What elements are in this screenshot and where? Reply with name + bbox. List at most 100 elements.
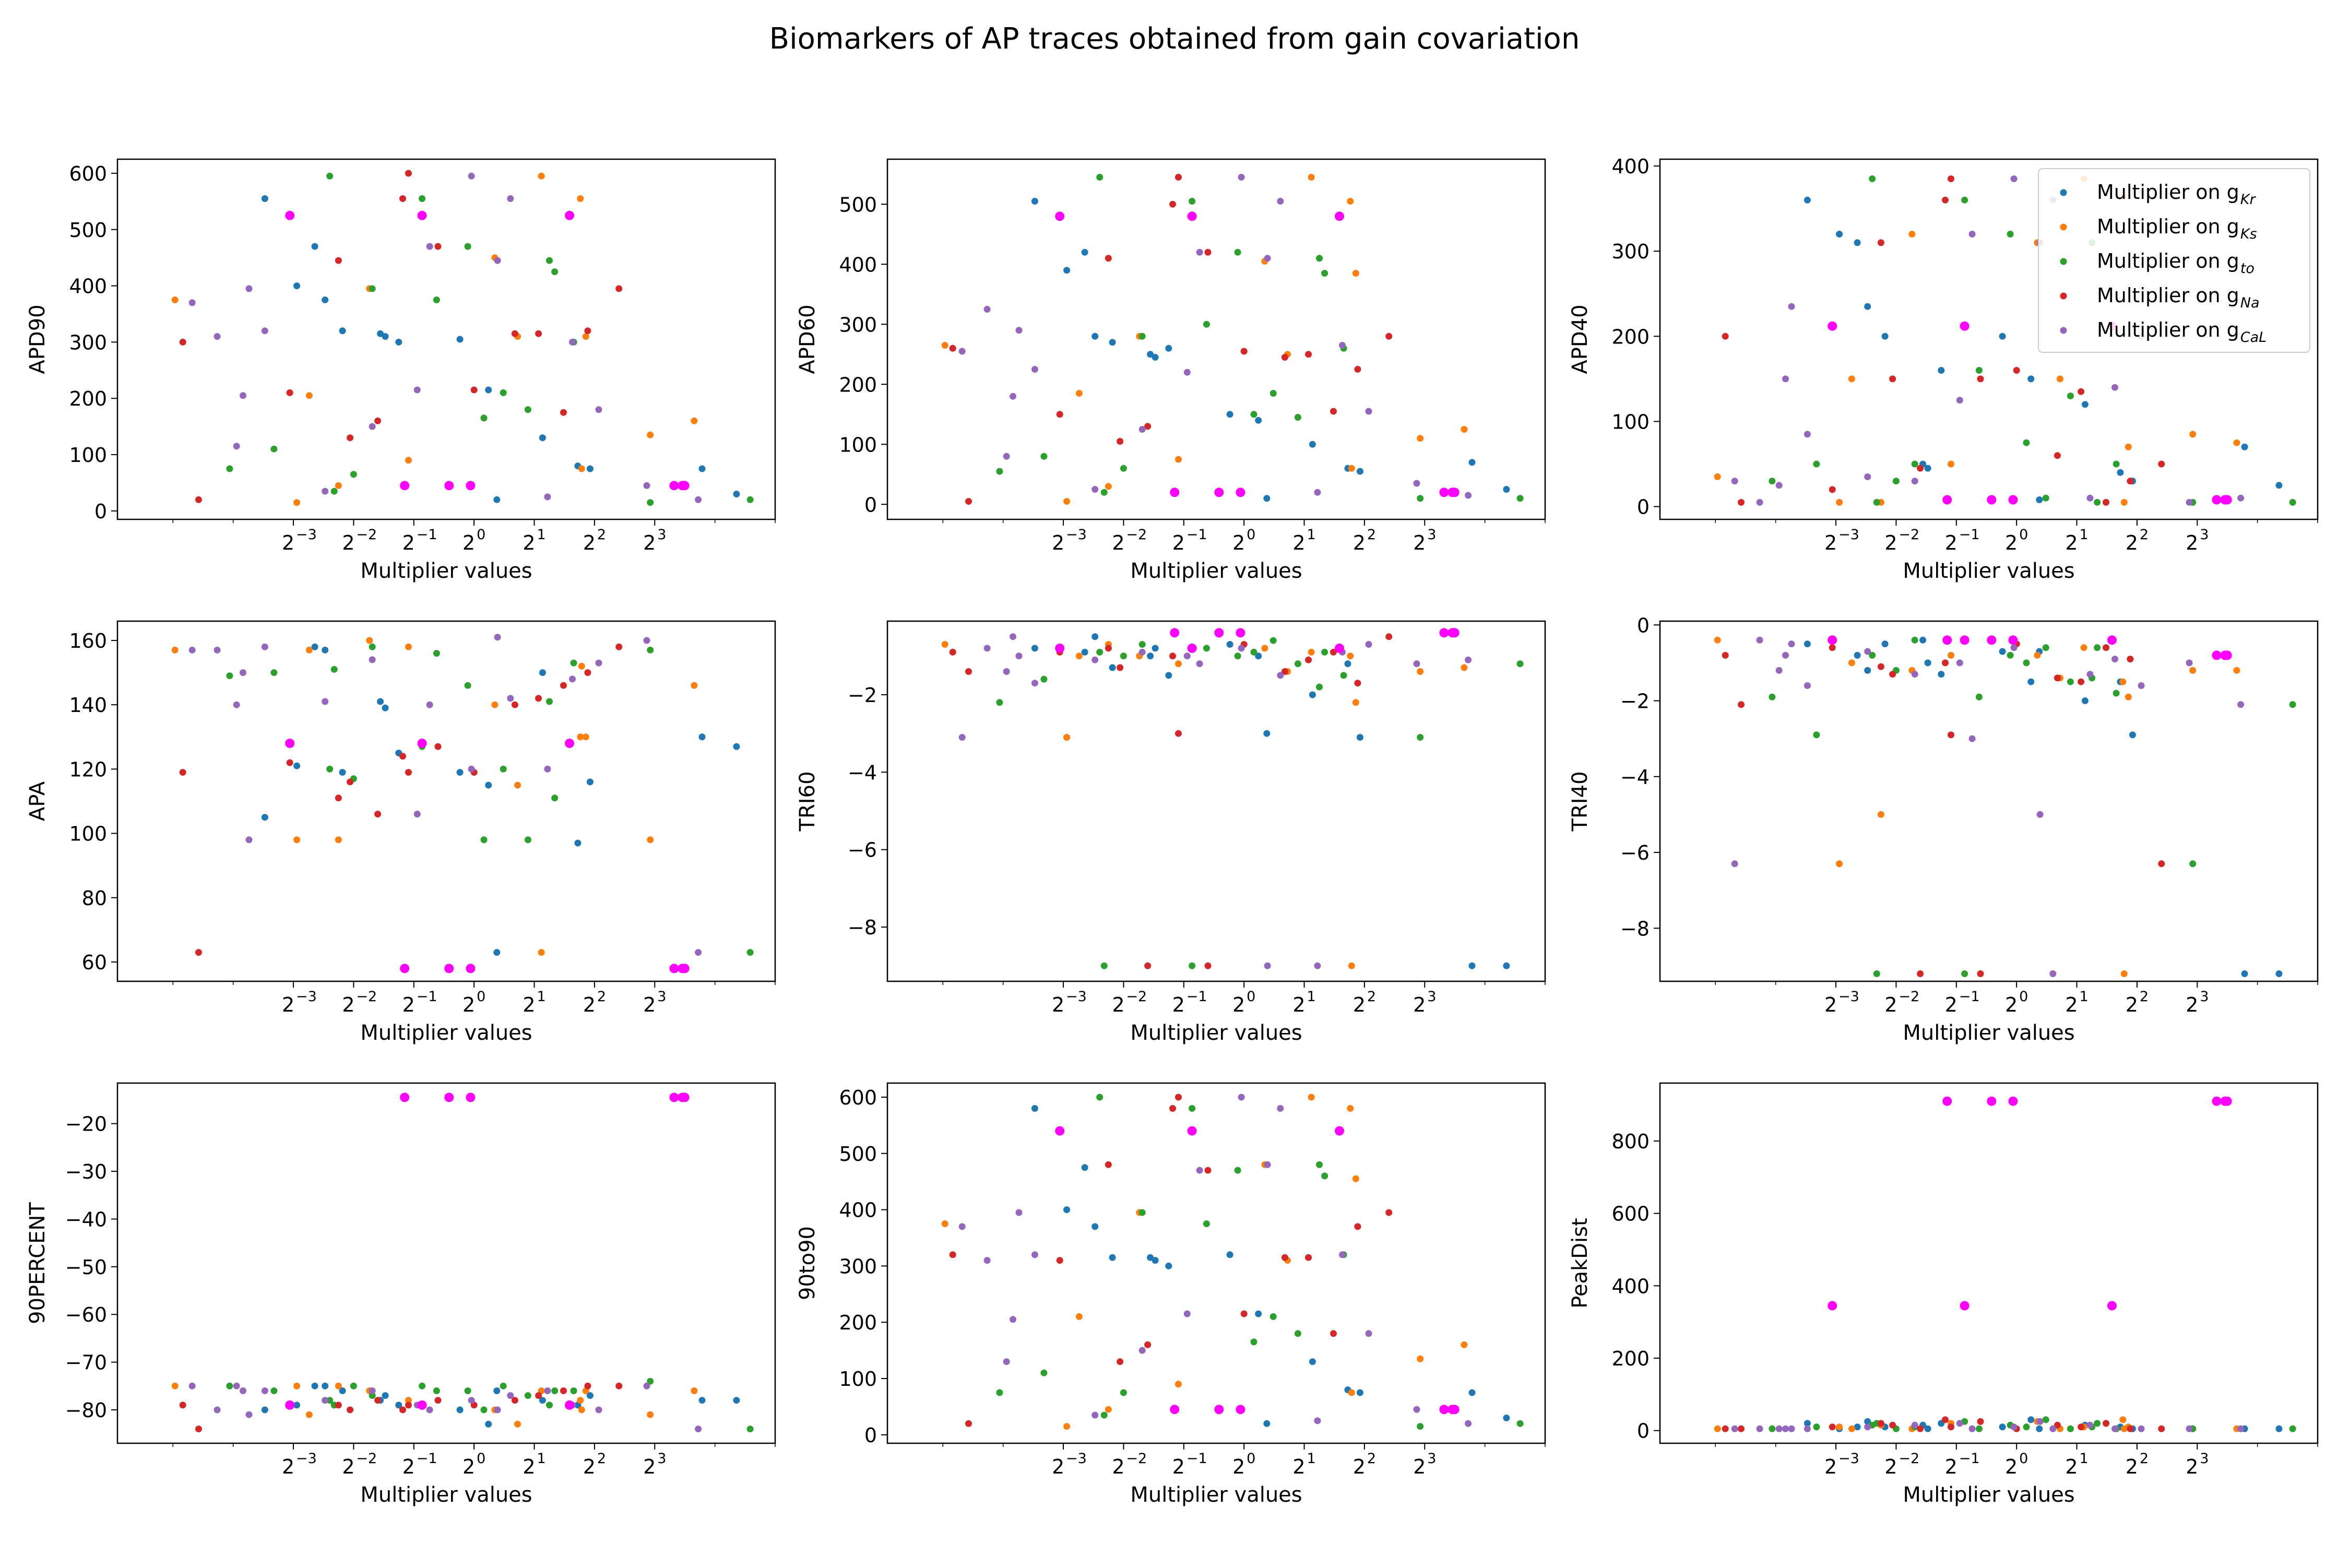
y-tick-label: 600 — [69, 162, 107, 185]
data-point-gKr — [382, 704, 389, 711]
data-point-gNa — [965, 668, 972, 675]
data-point-gto — [546, 1401, 553, 1409]
x-tick-exponent: −3 — [296, 527, 317, 543]
data-point-gCaL — [261, 1387, 268, 1394]
data-point-gKr — [1999, 648, 2006, 655]
data-point-gKr — [1468, 962, 1476, 969]
data-point-gKr — [1081, 648, 1088, 656]
data-point-gKs — [1175, 456, 1182, 463]
data-point-gKr — [322, 296, 329, 303]
data-point-gCaL — [958, 1223, 966, 1230]
x-tick-exponent: 2 — [2140, 1451, 2149, 1467]
data-point-gto — [1813, 460, 1820, 468]
legend-marker-gCaL — [2060, 327, 2067, 334]
x-tick-label: 2 — [1413, 1455, 1426, 1478]
data-point-gto — [1417, 1423, 1424, 1430]
data-point-gNa — [1354, 1223, 1361, 1230]
data-point-gto — [433, 650, 440, 657]
data-point-gKr — [1881, 332, 1889, 340]
data-point-gKs — [1836, 1423, 1843, 1431]
data-point-gCaL — [494, 634, 501, 641]
data-point-gKr — [1804, 640, 1811, 648]
data-point-gCaL — [695, 1426, 702, 1433]
data-point-gNa — [335, 1401, 342, 1409]
y-tick-label: 200 — [1611, 1347, 1650, 1370]
data-point-gKs — [647, 836, 654, 844]
data-point-highlight — [1987, 1096, 1997, 1106]
data-point-gCaL — [1968, 231, 1976, 237]
x-tick-label: 2 — [643, 993, 656, 1016]
data-point-gKs — [1347, 1105, 1354, 1112]
data-point-gKs — [1352, 1175, 1359, 1182]
data-point-gto — [1250, 648, 1257, 656]
data-point-gCaL — [1804, 682, 1811, 689]
data-point-highlight — [2212, 650, 2222, 660]
data-point-gCaL — [240, 1387, 246, 1394]
data-point-gNa — [2103, 498, 2109, 506]
data-point-gKr — [2129, 731, 2136, 739]
data-point-gCaL — [1413, 480, 1420, 487]
y-tick-label: 300 — [839, 313, 877, 336]
data-point-gto — [2042, 1416, 2049, 1423]
data-point-gNa — [1169, 1105, 1176, 1112]
data-point-gKs — [2189, 667, 2197, 674]
x-tick-exponent: −3 — [296, 1451, 317, 1467]
data-point-gto — [1234, 248, 1241, 256]
x-tick-label: 2 — [523, 1455, 535, 1478]
data-point-gto — [500, 1382, 507, 1389]
data-point-gCaL — [261, 327, 268, 335]
x-tick-label: 2 — [1292, 993, 1305, 1016]
data-point-gKr — [1147, 351, 1154, 358]
data-point-gNa — [1330, 648, 1337, 656]
legend-marker-gKr — [2060, 189, 2067, 196]
data-point-gKr — [1864, 667, 1871, 674]
data-point-gto — [1316, 255, 1323, 262]
x-tick-label: 2 — [1353, 1455, 1366, 1478]
data-point-gNa — [1056, 411, 1063, 418]
data-point-gKr — [1031, 198, 1038, 205]
x-tick-label: 2 — [1172, 1455, 1185, 1478]
data-point-gto — [326, 1397, 334, 1404]
plot-frame — [116, 158, 776, 520]
y-axis-label: APD90 — [26, 304, 50, 374]
x-tick-label: 2 — [1413, 531, 1426, 554]
x-tick-label: 2 — [1884, 531, 1897, 554]
x-tick-exponent: −2 — [1899, 1451, 1919, 1467]
data-point-gNa — [399, 753, 406, 760]
data-point-gto — [2113, 690, 2120, 697]
data-point-gto — [1100, 962, 1108, 969]
data-point-highlight — [1439, 628, 1449, 638]
data-point-gNa — [1204, 248, 1212, 256]
y-axis-label: TRI40 — [1568, 771, 1592, 832]
x-tick-exponent: −1 — [1187, 989, 1207, 1005]
data-point-gto — [1203, 1220, 1210, 1227]
data-point-gKs — [1417, 1355, 1424, 1362]
data-point-gCaL — [1092, 656, 1099, 663]
data-point-highlight — [1987, 495, 1997, 505]
data-point-gKs — [582, 333, 589, 340]
data-point-gto — [1120, 465, 1127, 472]
data-point-gCaL — [188, 646, 196, 654]
data-point-highlight — [1942, 635, 1952, 645]
data-point-gKs — [335, 1382, 342, 1389]
data-point-gKs — [538, 949, 545, 956]
data-point-gto — [647, 499, 654, 506]
data-point-gNa — [179, 338, 186, 346]
data-point-gCaL — [1775, 482, 1783, 489]
data-point-gKs — [941, 1220, 948, 1227]
data-point-highlight — [680, 964, 690, 973]
x-tick-label: 2 — [2005, 1455, 2018, 1478]
data-point-gNa — [286, 389, 293, 396]
data-point-gKs — [538, 172, 545, 180]
legend-subscript-gKr: Kr — [2240, 192, 2257, 208]
data-point-gto — [270, 669, 278, 676]
data-point-gNa — [1877, 239, 1884, 246]
data-point-gNa — [1175, 174, 1182, 181]
data-point-gCaL — [1864, 473, 1871, 480]
data-point-gNa — [2054, 674, 2061, 682]
data-point-gto — [2067, 1425, 2074, 1432]
data-point-gCaL — [2111, 1425, 2118, 1432]
